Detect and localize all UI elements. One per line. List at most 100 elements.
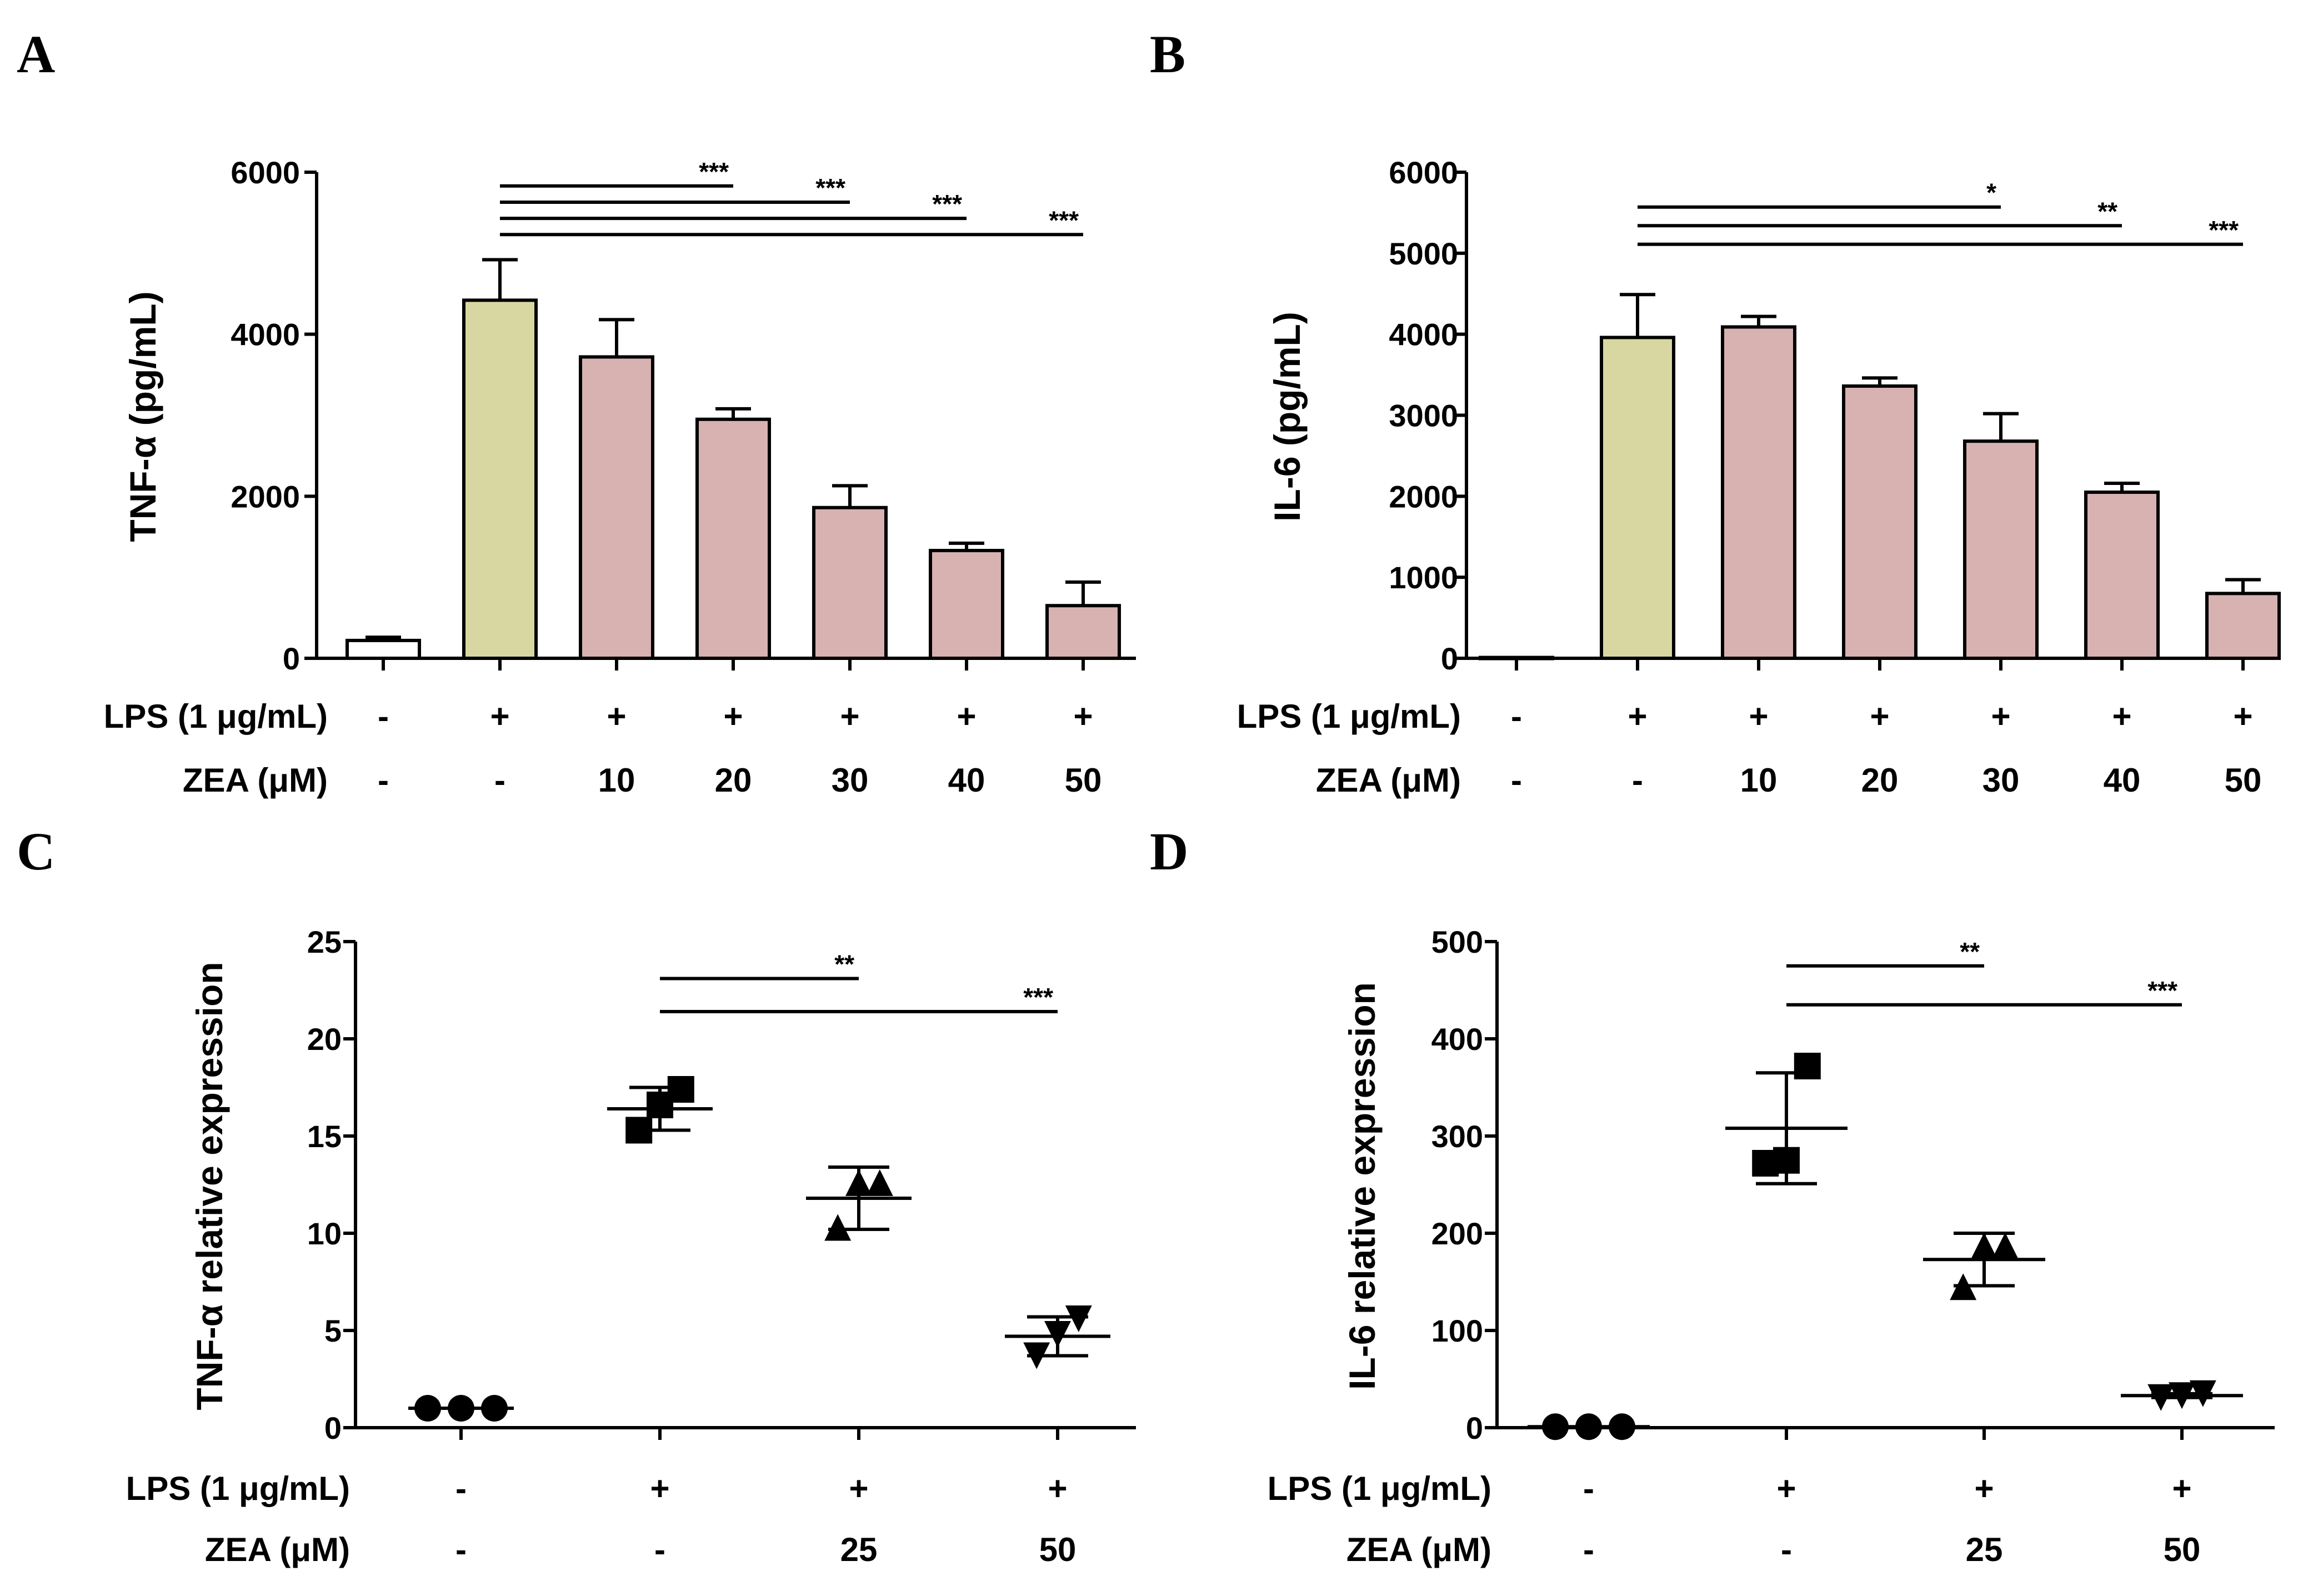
bar (812, 506, 888, 660)
y-tick-label: 0 (283, 641, 300, 676)
zea-condition-label: - (1511, 762, 1522, 799)
lps-condition-label: + (957, 698, 976, 735)
zea-condition-label: - (654, 1531, 665, 1568)
significance-stars: ** (1960, 937, 1980, 966)
y-axis-title: IL-6 (pg/mL) (1266, 312, 1308, 522)
panel-letter: A (17, 24, 55, 84)
y-tick-label: 4000 (1389, 317, 1458, 352)
significance-stars: ** (2097, 197, 2117, 226)
zea-row-label: ZEA (μM) (1316, 762, 1461, 799)
data-point (824, 1214, 852, 1241)
bar (929, 549, 1004, 661)
zea-condition-label: - (1583, 1531, 1594, 1568)
y-tick-label: 20 (307, 1022, 342, 1057)
zea-condition-label: 50 (1039, 1531, 1077, 1568)
zea-row-label: ZEA (μM) (205, 1531, 350, 1568)
lps-condition-label: + (1048, 1470, 1067, 1507)
lps-row-label: LPS (1 μg/mL) (1268, 1470, 1491, 1507)
data-point (2147, 1384, 2175, 1411)
panel-b: B 0 1000 2000 3000 4000 5000 6000 - - + - +10 +20 +30 +… (1150, 24, 2281, 799)
lps-condition-label: - (455, 1470, 467, 1507)
panel-a: A 0 2000 4000 6000 - - + - +10 +20 +30 +40 +50 LPS (1 … (17, 24, 1136, 799)
data-point (1065, 1305, 1092, 1332)
data-point (2189, 1380, 2216, 1407)
zea-condition-label: 40 (2104, 762, 2141, 799)
data-point (845, 1169, 872, 1196)
significance-stars: *** (815, 173, 845, 202)
lps-condition-label: + (723, 698, 743, 735)
significance-stars: *** (1023, 983, 1053, 1012)
y-tick-label: 3000 (1389, 398, 1458, 433)
bar (1479, 656, 1554, 661)
y-tick-label: 4000 (231, 317, 300, 352)
lps-condition-label: + (1974, 1470, 1994, 1507)
lps-row-label: LPS (1 μg/mL) (1237, 698, 1461, 735)
significance-stars: *** (699, 157, 729, 186)
significance-stars: *** (2147, 976, 2177, 1005)
zea-condition-label: - (378, 762, 389, 799)
zea-condition-label: 50 (2164, 1531, 2201, 1568)
y-tick-label: 100 (1431, 1313, 1483, 1348)
bar (695, 417, 771, 661)
lps-condition-label: - (1511, 698, 1522, 735)
y-tick-label: 25 (307, 924, 342, 959)
data-point (1950, 1273, 1977, 1300)
bar (462, 298, 538, 660)
significance-stars: *** (1049, 206, 1079, 234)
zea-condition-label: 40 (948, 762, 985, 799)
zea-condition-label: 25 (840, 1531, 878, 1568)
zea-condition-label: 50 (1065, 762, 1102, 799)
zea-condition-label: - (1632, 762, 1643, 799)
zea-condition-label: 20 (1861, 762, 1899, 799)
lps-condition-label: - (1583, 1470, 1594, 1507)
panel-letter: D (1150, 822, 1188, 881)
zea-row-label: ZEA (μM) (183, 762, 328, 799)
bar (1963, 439, 2039, 661)
lps-condition-label: + (849, 1470, 868, 1507)
significance-stars: *** (2209, 216, 2239, 244)
lps-condition-label: + (2112, 698, 2131, 735)
data-point (667, 1076, 694, 1103)
y-axis-title: TNF-α relative expression (189, 962, 230, 1410)
lps-condition-label: + (1628, 698, 1647, 735)
lps-condition-label: + (490, 698, 509, 735)
zea-row-label: ZEA (μM) (1346, 1531, 1491, 1568)
lps-condition-label: + (607, 698, 626, 735)
y-tick-label: 400 (1431, 1022, 1483, 1057)
significance-stars: *** (932, 189, 962, 218)
zea-condition-label: 50 (2225, 762, 2262, 799)
y-tick-label: 1000 (1389, 560, 1458, 595)
lps-condition-label: + (2172, 1470, 2191, 1507)
lps-condition-label: + (840, 698, 859, 735)
data-point (1991, 1232, 2019, 1259)
y-tick-label: 6000 (231, 155, 300, 190)
significance-stars: * (1986, 178, 1996, 207)
lps-condition-label: + (1073, 698, 1093, 735)
data-point (1773, 1147, 1800, 1174)
zea-condition-label: 25 (1966, 1531, 2003, 1568)
y-axis-title: TNF-α (pg/mL) (122, 291, 163, 542)
lps-row-label: LPS (1 μg/mL) (104, 698, 328, 735)
panel-d: D 0 100 200 300 400 500 - - + - +25 +50 LPS (1 μg/mL)… (1150, 822, 2275, 1568)
lps-condition-label: + (1991, 698, 2010, 735)
y-tick-label: 0 (1466, 1410, 1483, 1445)
y-tick-label: 0 (324, 1410, 342, 1445)
panel-letter: B (1150, 24, 1185, 84)
y-tick-label: 10 (307, 1216, 342, 1251)
y-tick-label: 15 (307, 1119, 342, 1154)
significance-stars: ** (834, 950, 854, 979)
data-point (625, 1117, 653, 1144)
bar (1721, 325, 1796, 660)
data-point (1971, 1232, 1997, 1259)
zea-condition-label: 10 (1740, 762, 1778, 799)
lps-condition-label: + (1870, 698, 1889, 735)
zea-condition-label: 30 (1982, 762, 2020, 799)
data-point (1044, 1321, 1071, 1348)
bar (1842, 384, 1917, 660)
y-tick-label: 6000 (1389, 155, 1458, 190)
bar (579, 355, 654, 660)
lps-condition-label: + (1776, 1470, 1796, 1507)
zea-condition-label: - (494, 762, 505, 799)
bar (346, 638, 421, 660)
